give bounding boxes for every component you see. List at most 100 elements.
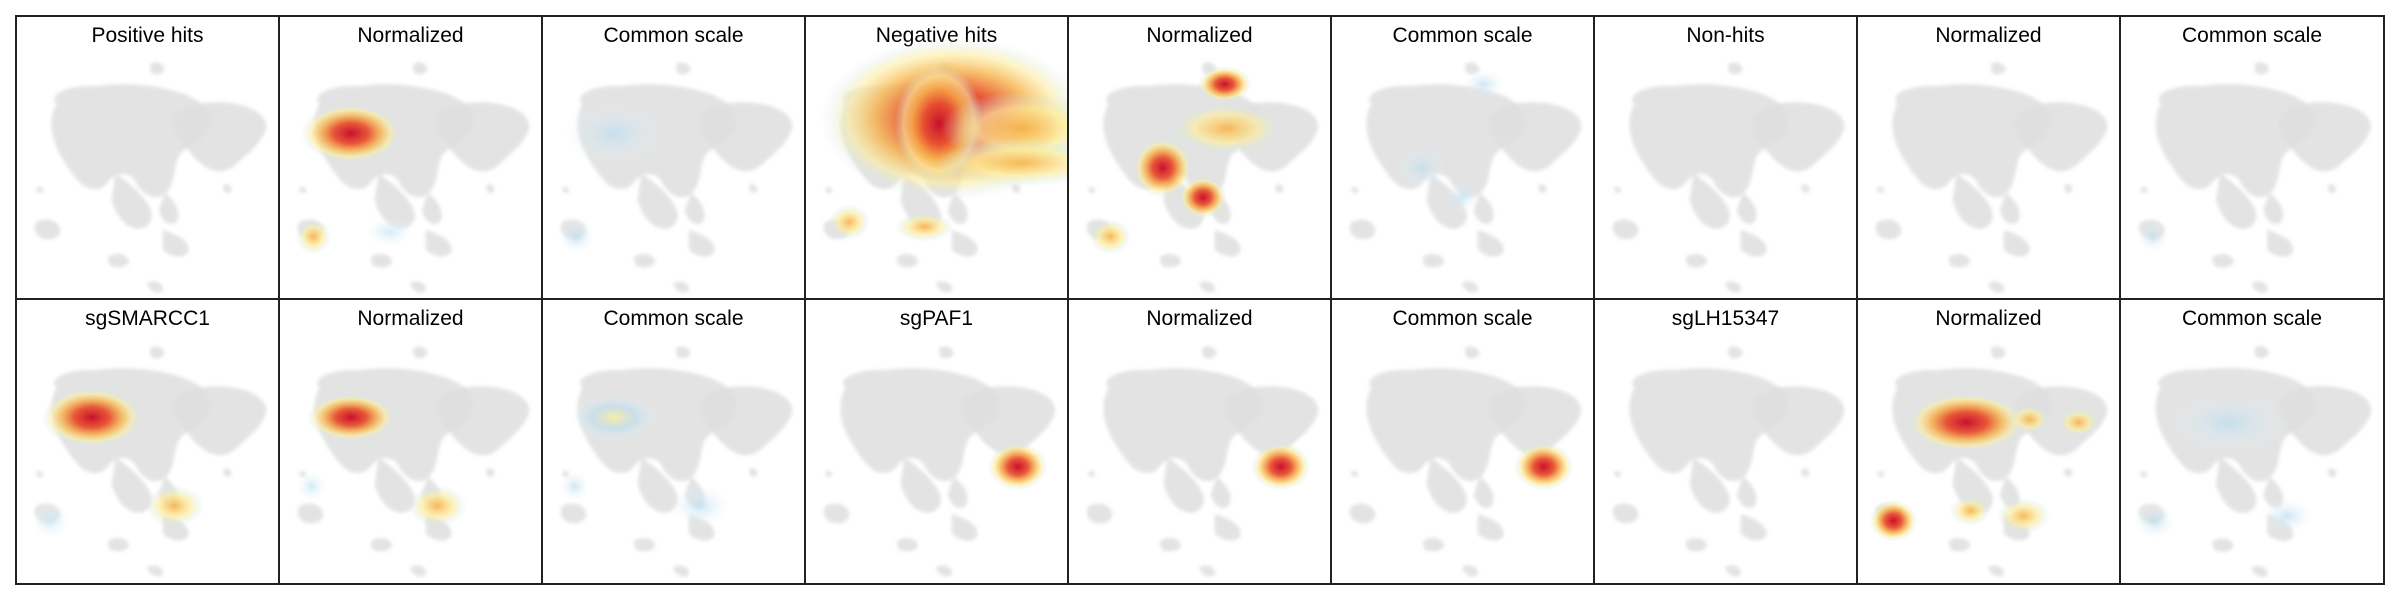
density-blob	[41, 387, 143, 447]
panel-title: Normalized	[1146, 24, 1253, 47]
panel-title: sgLH15347	[1671, 307, 1780, 330]
panel-positive-hits: Positive hits	[15, 15, 280, 300]
density-blob	[1397, 147, 1446, 189]
density-blob	[988, 442, 1048, 491]
density-overlay	[296, 393, 468, 527]
density-overlay	[32, 387, 205, 539]
umap-plot	[1349, 62, 1582, 293]
density-blob	[408, 485, 468, 527]
density-overlay	[559, 393, 731, 527]
umap-plot	[1086, 346, 1319, 577]
panel-title: Normalized	[357, 24, 464, 47]
cell-map	[1612, 62, 1845, 293]
density-blob	[2170, 392, 2290, 452]
density-blob	[828, 204, 871, 240]
umap-plot	[1869, 346, 2108, 577]
umap-plot	[32, 346, 267, 577]
density-overlay	[988, 442, 1048, 491]
panel-title: Normalized	[1935, 24, 2042, 47]
umap-plot	[1349, 346, 1582, 577]
panel-sgpaf1-normalized: Normalized	[1067, 298, 1332, 585]
density-blob	[569, 393, 659, 442]
panel-sglh15347-normalized: Normalized	[1856, 298, 2121, 585]
panel-sgpaf1-common-scale: Common scale	[1330, 298, 1595, 585]
cell-map	[1349, 346, 1582, 577]
panel-positive-hits-common-scale: Common scale	[541, 15, 806, 300]
umap-plot	[1612, 346, 1845, 577]
panel-non-hits-common-scale: Common scale	[2119, 15, 2385, 300]
panel-title: Common scale	[2181, 24, 2323, 47]
density-overlay	[1514, 442, 1574, 491]
density-blob	[296, 471, 327, 502]
density-blob	[1514, 442, 1574, 491]
density-blob	[1198, 66, 1252, 102]
density-blob	[295, 219, 332, 255]
panel-title: Common scale	[2181, 307, 2323, 330]
panel-title: Common scale	[1392, 24, 1533, 47]
density-blob	[145, 485, 205, 527]
density-blob	[1462, 69, 1505, 99]
density-blob	[934, 139, 1067, 187]
density-overlay	[295, 103, 413, 255]
density-blob	[894, 212, 954, 242]
umap-plot	[295, 62, 530, 293]
density-blob	[300, 103, 402, 163]
umap-plot	[558, 62, 793, 293]
density-overlay	[1089, 66, 1286, 255]
cell-map	[297, 62, 530, 293]
density-overlay	[820, 37, 1067, 242]
density-blob	[1179, 176, 1227, 219]
panel-sglh15347: sgLH15347	[1593, 298, 1858, 585]
umap-plot	[1086, 62, 1319, 293]
density-blob	[32, 503, 69, 539]
density-blob	[1869, 500, 1918, 542]
cell-map	[2138, 346, 2372, 578]
cell-map	[1612, 346, 1845, 577]
umap-plot	[559, 346, 793, 577]
density-overlay	[2138, 222, 2168, 252]
density-blob	[1444, 182, 1480, 213]
density-blob	[671, 485, 731, 527]
panel-title: Common scale	[603, 24, 744, 47]
density-overlay	[2133, 392, 2314, 539]
cell-map	[823, 346, 1056, 577]
cell-map	[1875, 62, 2108, 293]
density-blob	[1167, 101, 1286, 156]
panel-negative-hits: Negative hits	[804, 15, 1069, 300]
umap-plot	[296, 346, 530, 577]
panel-non-hits-normalized: Normalized	[1856, 15, 2121, 300]
panel-title: Normalized	[357, 307, 464, 330]
cell-map	[1086, 346, 1319, 577]
panel-title: sgPAF1	[899, 307, 974, 330]
cell-map	[1349, 62, 1582, 293]
panel-title: Non-hits	[1686, 24, 1765, 47]
density-overlay	[1869, 392, 2100, 542]
density-blob	[558, 219, 595, 255]
panel-positive-hits-normalized: Normalized	[278, 15, 543, 300]
cell-map	[1875, 346, 2108, 577]
panel-sgsmarcc1-common-scale: Common scale	[541, 298, 806, 585]
umap-plot	[2133, 346, 2372, 578]
density-blob	[1907, 392, 2026, 452]
panel-title: Common scale	[1392, 307, 1533, 330]
cell-map	[2139, 62, 2371, 293]
umap-density-grid: Positive hits Normalized Common scale Ne…	[15, 15, 2385, 585]
panel-negative-hits-common-scale: Common scale	[1330, 15, 1595, 300]
cell-map	[34, 346, 267, 577]
panel-title: Common scale	[603, 307, 744, 330]
umap-plot	[823, 346, 1056, 577]
density-blob	[2260, 498, 2314, 534]
density-blob	[559, 471, 590, 502]
density-blob	[1133, 138, 1193, 198]
density-blob	[2057, 407, 2100, 438]
density-blob	[563, 103, 665, 163]
umap-plot	[2138, 62, 2371, 293]
density-blob	[306, 393, 396, 442]
umap-plot	[1612, 62, 1845, 293]
density-blob	[1949, 496, 1991, 526]
panel-sglh15347-common-scale: Common scale	[2119, 298, 2385, 585]
density-blob	[2138, 222, 2168, 252]
umap-plot	[34, 62, 267, 293]
density-blob	[1996, 498, 2051, 534]
density-blob	[365, 217, 413, 247]
